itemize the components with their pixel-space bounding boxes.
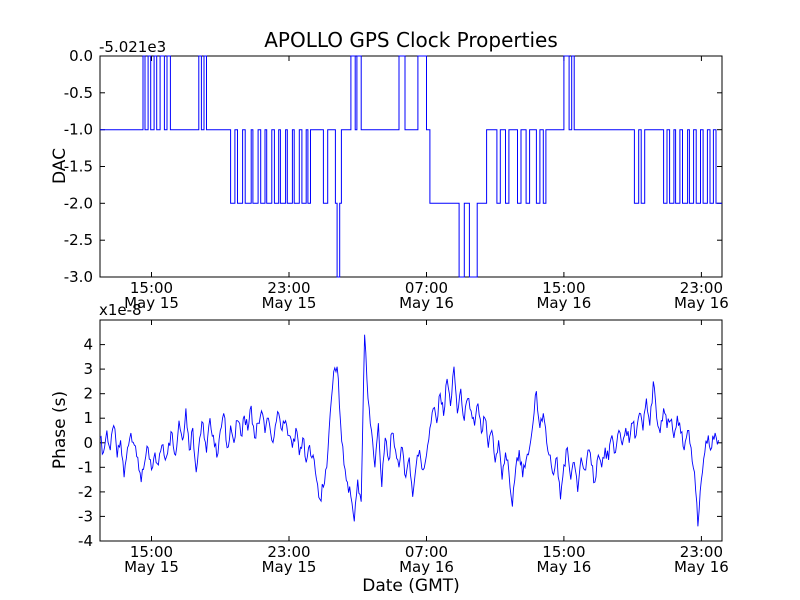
x-tick-label-date: May 16 (399, 294, 454, 312)
y-axis-label-phase: Phase (s) (50, 390, 70, 470)
y-tick-label: -0.5 (64, 84, 93, 102)
y-tick-label: -2.5 (64, 231, 93, 249)
y-tick-label: 3 (83, 360, 93, 378)
y-tick-label: 1 (83, 409, 93, 427)
x-tick-label-time: 15:00 (542, 543, 585, 561)
y-tick-label: -1.5 (64, 158, 93, 176)
x-tick-label-time: 15:00 (130, 543, 173, 561)
x-axis-label: Date (GMT) (362, 576, 460, 596)
phase-series-line (99, 334, 720, 527)
x-tick-label-time: 23:00 (267, 543, 310, 561)
y-tick-label: -1.0 (64, 121, 93, 139)
x-tick-label-time: 15:00 (130, 279, 173, 297)
y-tick-label: 4 (83, 336, 93, 354)
x-tick-label-date: May 16 (674, 558, 729, 576)
x-tick-label-date: May 15 (262, 294, 317, 312)
dac-series-line (100, 55, 722, 278)
y-tick-label: -2.0 (64, 194, 93, 212)
y-tick-label: -1 (78, 458, 93, 476)
y-tick-label: 0 (83, 434, 93, 452)
axes-frame (99, 55, 723, 278)
y-tick-label: -2 (78, 483, 93, 501)
axes-frame (99, 319, 723, 542)
x-tick-label-time: 23:00 (680, 279, 723, 297)
y-tick-label: -4 (78, 532, 93, 550)
y-axis-offset-text: -5.021e3 (99, 38, 167, 56)
y-tick-label: -3.0 (64, 268, 93, 286)
y-tick-label: -3 (78, 507, 93, 525)
x-tick-label-time: 23:00 (680, 543, 723, 561)
x-tick-label-date: May 16 (536, 294, 591, 312)
x-tick-label-date: May 16 (674, 294, 729, 312)
x-tick-label-date: May 15 (124, 294, 179, 312)
x-tick-label-time: 15:00 (542, 279, 585, 297)
x-tick-label-time: 23:00 (267, 279, 310, 297)
y-tick-label: 2 (83, 385, 93, 403)
y-tick-label: 0.0 (69, 47, 93, 65)
x-tick-label-time: 07:00 (405, 543, 448, 561)
x-tick-label-time: 07:00 (405, 279, 448, 297)
x-tick-label-date: May 16 (399, 558, 454, 576)
y-axis-multiplier-text: x1e-8 (99, 301, 142, 319)
x-tick-label-date: May 16 (536, 558, 591, 576)
y-axis-label-dac: DAC (50, 148, 70, 184)
x-tick-label-date: May 15 (262, 558, 317, 576)
chart-title: APOLLO GPS Clock Properties (264, 28, 558, 52)
x-tick-label-date: May 15 (124, 558, 179, 576)
